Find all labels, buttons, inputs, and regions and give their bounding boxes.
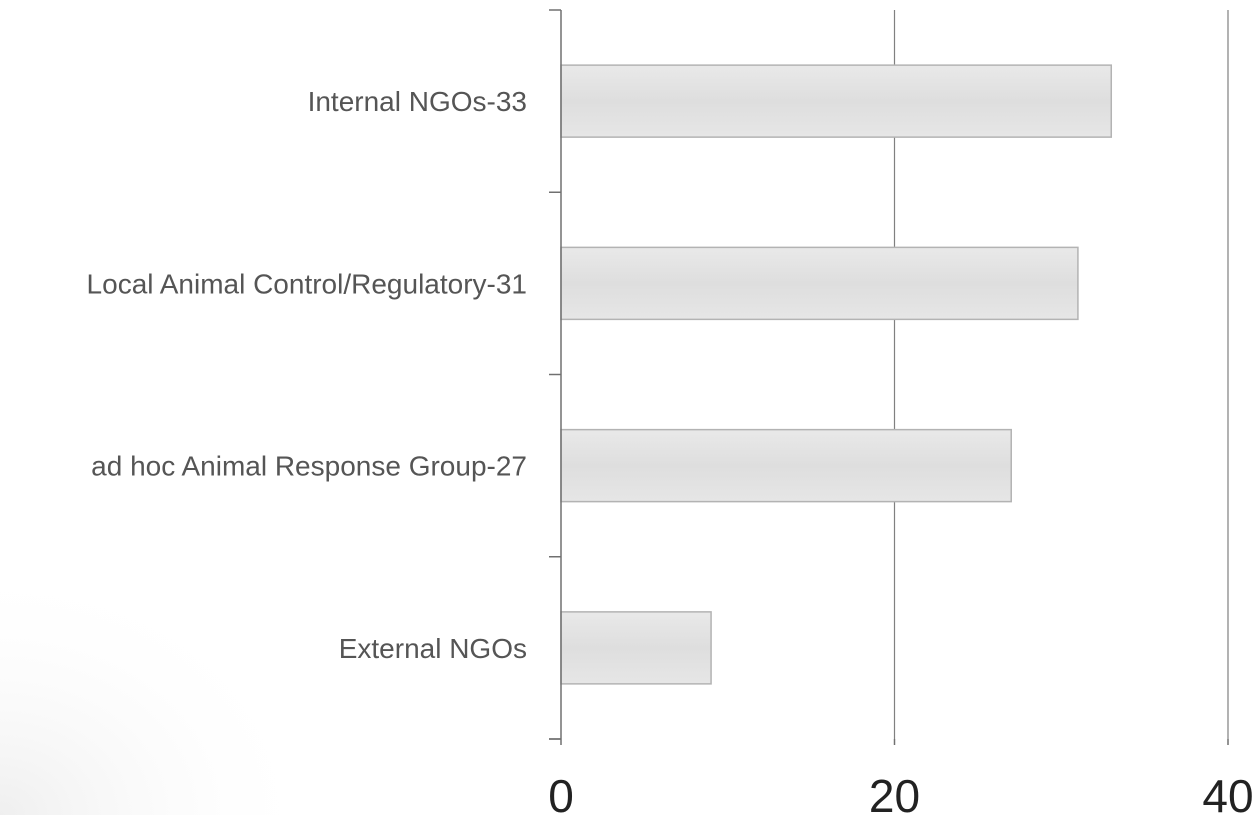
category-labels: Internal NGOs-33 Local Animal Control/Reg… [87, 86, 527, 664]
category-label: Local Animal Control/Regulatory-31 [87, 268, 527, 299]
bar-3 [560, 611, 712, 685]
category-label: Internal NGOs-33 [308, 86, 527, 117]
x-tick-label: 40 [1202, 770, 1253, 815]
bar-1 [560, 246, 1079, 321]
axes [549, 9, 1229, 745]
x-tick-labels: 0 20 40 [548, 770, 1253, 815]
x-tick-label: 0 [548, 770, 574, 815]
category-label: External NGOs [339, 633, 527, 664]
bar-2 [560, 428, 1012, 503]
x-tick-label: 20 [869, 770, 920, 815]
bars [560, 64, 1113, 685]
category-label: ad hoc Animal Response Group-27 [91, 451, 527, 482]
bar-0 [560, 64, 1113, 138]
background-shade [0, 560, 320, 815]
